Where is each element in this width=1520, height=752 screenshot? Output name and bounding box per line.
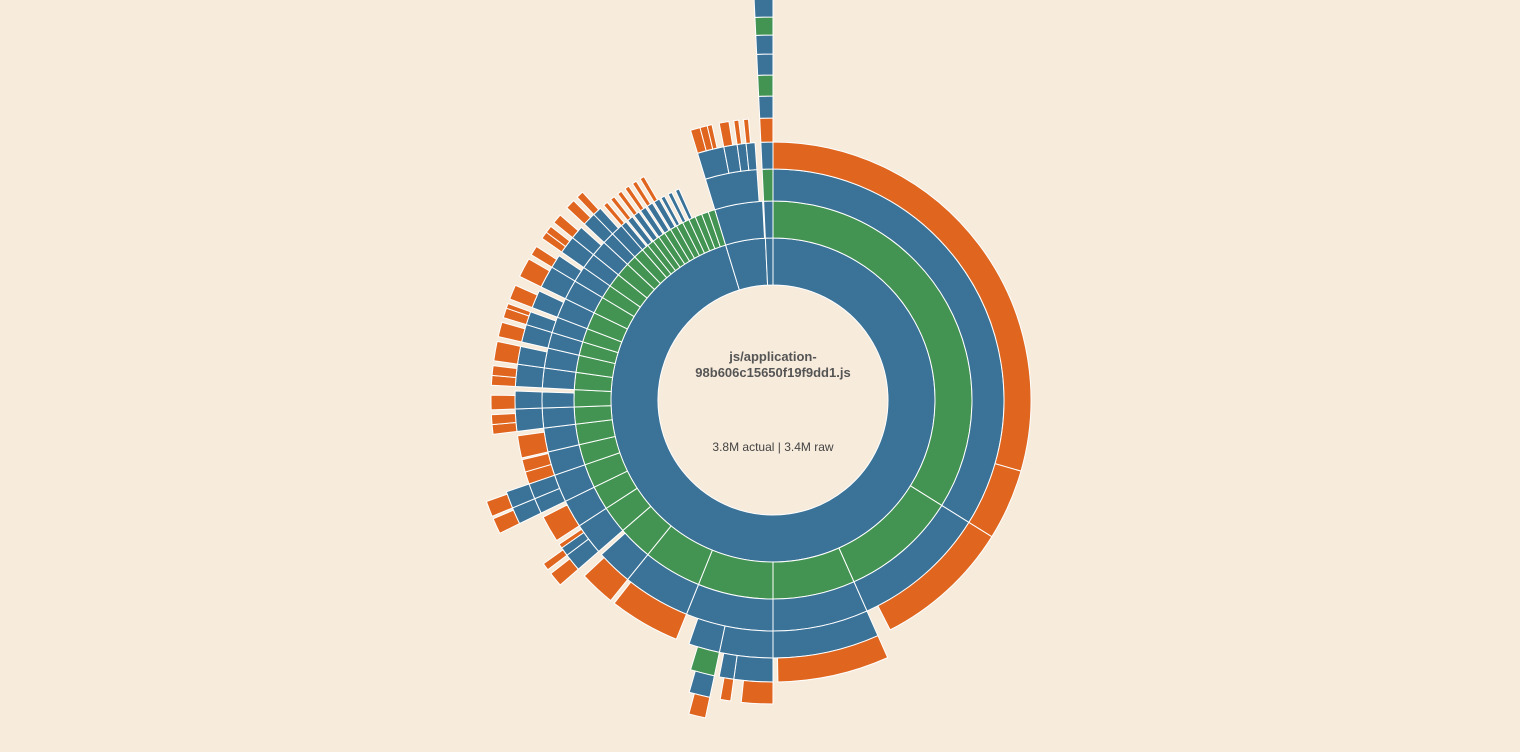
- arc: [542, 504, 580, 542]
- arc: [660, 195, 681, 227]
- arc: [718, 625, 774, 659]
- arc: [609, 195, 632, 222]
- chart-title: js/application-98b606c15650f19f9dd1.js: [695, 349, 851, 380]
- arc: [576, 191, 600, 216]
- arc: [505, 302, 532, 317]
- arc: [617, 190, 638, 217]
- arc: [755, 34, 774, 55]
- arc: [761, 168, 774, 202]
- arc: [763, 200, 774, 239]
- arc: [550, 558, 579, 586]
- arc: [514, 407, 545, 432]
- arc: [530, 245, 558, 268]
- arc: [490, 412, 517, 426]
- arc: [491, 365, 518, 379]
- arc: [573, 389, 612, 408]
- arc: [754, 16, 774, 36]
- arc: [740, 679, 774, 705]
- arc: [553, 214, 579, 239]
- chart-subtitle: 3.8M actual | 3.4M raw: [712, 440, 834, 454]
- arc: [758, 95, 774, 119]
- arc: [733, 119, 743, 146]
- arc: [518, 258, 551, 288]
- arc: [613, 581, 688, 640]
- arc: [719, 677, 735, 702]
- arc: [516, 431, 549, 459]
- arc: [542, 549, 568, 571]
- arc: [545, 225, 571, 248]
- arc: [753, 0, 774, 18]
- arc: [756, 53, 774, 76]
- arc: [566, 199, 592, 225]
- arc: [492, 509, 521, 534]
- arc: [497, 321, 526, 343]
- arc: [521, 452, 552, 473]
- arc: [733, 654, 774, 683]
- arc: [688, 693, 711, 719]
- arc: [688, 670, 715, 698]
- arc: [718, 652, 738, 680]
- arc: [639, 175, 659, 203]
- arc: [516, 345, 548, 369]
- arc: [718, 120, 734, 148]
- arc: [776, 635, 889, 683]
- arc: [583, 556, 629, 602]
- arc: [541, 391, 575, 409]
- arc: [485, 493, 514, 517]
- arc: [603, 201, 626, 227]
- arc: [610, 237, 936, 563]
- arc: [759, 117, 774, 143]
- arc: [541, 406, 577, 429]
- arc: [514, 390, 543, 410]
- arc: [667, 191, 687, 224]
- arc: [490, 394, 516, 411]
- arc: [558, 528, 585, 549]
- arc: [674, 188, 693, 221]
- arc: [742, 118, 752, 144]
- arc: [631, 180, 652, 207]
- arc: [757, 74, 774, 97]
- arc: [760, 141, 774, 170]
- arc: [624, 185, 645, 212]
- arc: [706, 124, 718, 150]
- arc: [509, 284, 538, 309]
- arc: [877, 521, 993, 631]
- arc: [493, 340, 522, 365]
